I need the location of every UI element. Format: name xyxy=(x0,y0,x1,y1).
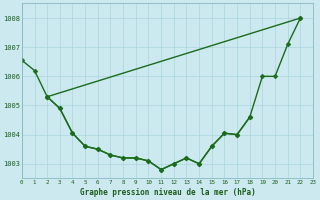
X-axis label: Graphe pression niveau de la mer (hPa): Graphe pression niveau de la mer (hPa) xyxy=(80,188,255,197)
